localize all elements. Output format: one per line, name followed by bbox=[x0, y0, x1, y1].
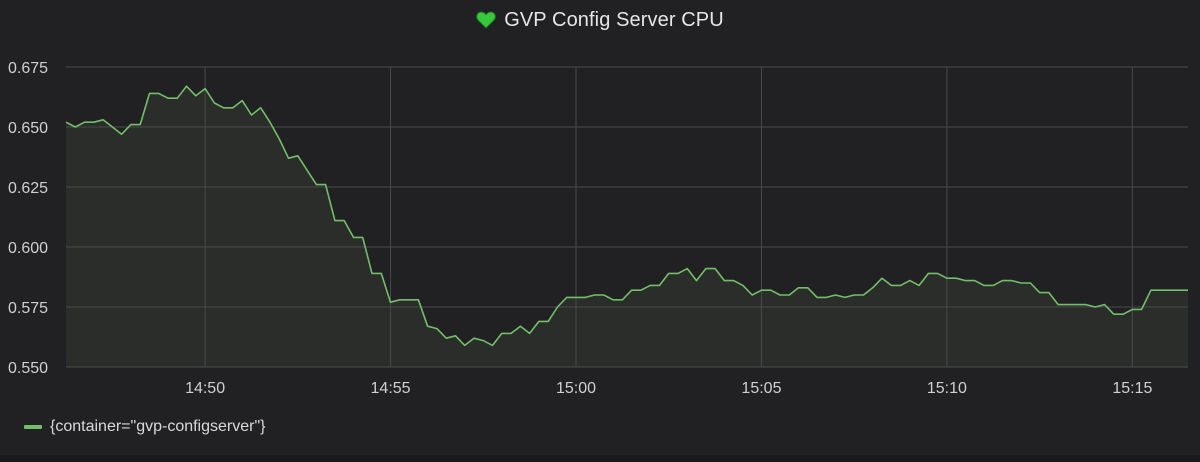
y-tick-label: 0.625 bbox=[8, 180, 48, 197]
x-tick-label: 15:00 bbox=[556, 380, 596, 397]
series-line-layer[interactable] bbox=[65, 85, 1188, 347]
series-line[interactable] bbox=[65, 85, 1188, 347]
legend-swatch bbox=[24, 425, 42, 429]
panel-header: GVP Config Server CPU bbox=[0, 0, 1200, 40]
x-tick-label: 14:55 bbox=[371, 380, 411, 397]
x-axis: 14:50 14:55 15:00 15:05 15:10 15:15 bbox=[185, 380, 1152, 397]
x-tick-label: 14:50 bbox=[185, 380, 225, 397]
panel-bottom-border bbox=[0, 455, 1200, 462]
heart-icon bbox=[476, 11, 497, 29]
panel-title: GVP Config Server CPU bbox=[504, 8, 724, 31]
y-tick-label: 0.650 bbox=[8, 120, 48, 137]
y-axis: 0.550 0.575 0.600 0.625 0.650 0.675 bbox=[8, 60, 48, 377]
x-tick-label: 15:05 bbox=[741, 380, 781, 397]
y-tick-label: 0.675 bbox=[8, 60, 48, 77]
grid-lines bbox=[66, 66, 1188, 368]
panel-title-group[interactable]: GVP Config Server CPU bbox=[476, 9, 724, 32]
legend-label: {container="gvp-configserver"} bbox=[50, 418, 266, 435]
series-area bbox=[66, 86, 1188, 367]
x-tick-label: 15:10 bbox=[927, 380, 967, 397]
x-tick-label: 15:15 bbox=[1112, 380, 1152, 397]
y-tick-label: 0.575 bbox=[8, 300, 48, 317]
y-tick-label: 0.600 bbox=[8, 240, 48, 257]
legend-item[interactable]: {container="gvp-configserver"} bbox=[24, 415, 265, 439]
series-area-layer bbox=[66, 86, 1188, 367]
y-tick-label: 0.550 bbox=[8, 360, 48, 377]
heart-shape bbox=[476, 11, 497, 29]
